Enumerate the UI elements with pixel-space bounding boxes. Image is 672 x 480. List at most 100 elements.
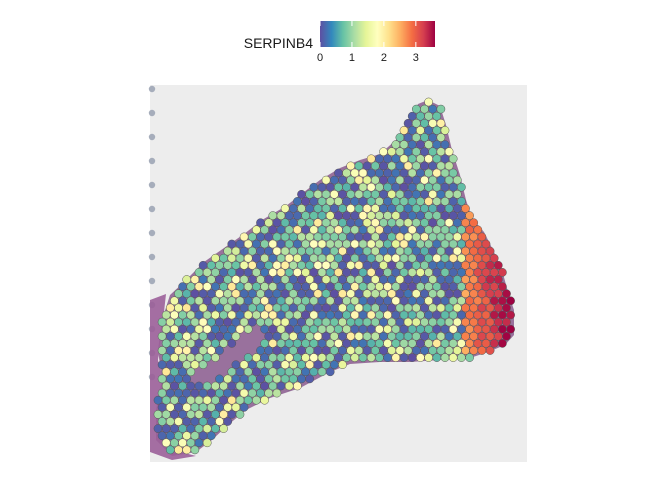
spot: [346, 260, 356, 270]
spot: [366, 197, 376, 206]
colorbar: [320, 21, 435, 47]
spot: [399, 282, 409, 291]
spot: [383, 353, 392, 362]
spot: [161, 410, 171, 419]
spot: [395, 317, 405, 327]
spot: [465, 353, 474, 362]
spot: [366, 296, 376, 306]
spot: [411, 175, 421, 185]
spot: [202, 268, 212, 277]
spot: [206, 331, 216, 341]
spot: [498, 296, 507, 306]
spot: [461, 275, 470, 284]
spot: [264, 275, 274, 284]
spot: [260, 339, 269, 348]
spot: [231, 303, 241, 313]
spot: [489, 282, 499, 291]
spot: [194, 339, 204, 348]
spot: [407, 154, 417, 164]
spot: [206, 417, 216, 426]
spot: [383, 154, 392, 164]
spot: [403, 175, 413, 185]
spot: [268, 253, 278, 263]
spot: [235, 381, 245, 391]
spot: [325, 324, 335, 334]
spot: [284, 367, 294, 377]
spot: [280, 232, 290, 242]
colorbar-tick-label: 3: [413, 52, 419, 64]
spot: [399, 324, 409, 334]
spot: [252, 225, 261, 235]
spot: [297, 246, 306, 256]
spot: [461, 289, 470, 299]
spot: [342, 211, 351, 220]
spot: [481, 268, 491, 277]
spot: [370, 246, 380, 256]
spot: [498, 310, 507, 320]
spot: [305, 232, 315, 242]
spot: [342, 296, 351, 306]
spot: [252, 268, 261, 277]
spot: [407, 126, 417, 135]
spot: [342, 282, 351, 291]
spot: [206, 275, 216, 284]
spot: [288, 204, 298, 213]
spot: [403, 246, 413, 256]
spot: [157, 388, 167, 398]
spot: [395, 260, 405, 270]
spot: [444, 331, 454, 341]
spot: [174, 346, 183, 355]
spot: [473, 310, 483, 320]
spot: [268, 296, 278, 306]
spot: [329, 317, 339, 327]
spot: [424, 140, 433, 149]
spot: [313, 189, 323, 199]
spot: [379, 204, 388, 213]
spot: [342, 168, 351, 178]
spot: [215, 260, 224, 270]
spot: [157, 360, 167, 370]
spot: [370, 289, 380, 299]
spot: [387, 275, 397, 284]
fiducial-dot: [148, 253, 156, 261]
spot: [293, 197, 302, 206]
spot: [436, 246, 446, 256]
spot: [223, 374, 233, 384]
spot: [301, 268, 310, 277]
spot: [403, 317, 413, 327]
spot: [350, 211, 360, 220]
spot: [157, 331, 167, 341]
spot: [416, 296, 425, 306]
spot: [182, 431, 192, 441]
spot: [284, 353, 294, 362]
spot: [502, 289, 511, 299]
spot: [485, 331, 495, 341]
spot: [235, 253, 245, 263]
spot: [448, 211, 458, 220]
spot: [383, 253, 392, 263]
spot: [338, 346, 347, 355]
spot: [227, 282, 237, 291]
spot: [321, 331, 331, 341]
spot: [182, 317, 192, 327]
spot: [403, 346, 413, 355]
spot: [420, 175, 429, 185]
spot: [264, 289, 274, 299]
spot: [338, 175, 347, 185]
spot: [420, 189, 429, 199]
spot: [174, 331, 183, 341]
spot: [354, 260, 364, 270]
spot: [338, 246, 347, 256]
spot: [477, 331, 487, 341]
colorbar-tick-label: 1: [349, 52, 355, 64]
spot: [260, 239, 269, 249]
spot: [227, 367, 237, 377]
spot: [334, 239, 343, 249]
spot: [424, 97, 433, 107]
spot: [457, 253, 466, 263]
spot: [354, 246, 364, 256]
spot: [432, 140, 442, 149]
spot: [301, 324, 310, 334]
spot: [194, 296, 204, 306]
spot: [428, 204, 438, 213]
